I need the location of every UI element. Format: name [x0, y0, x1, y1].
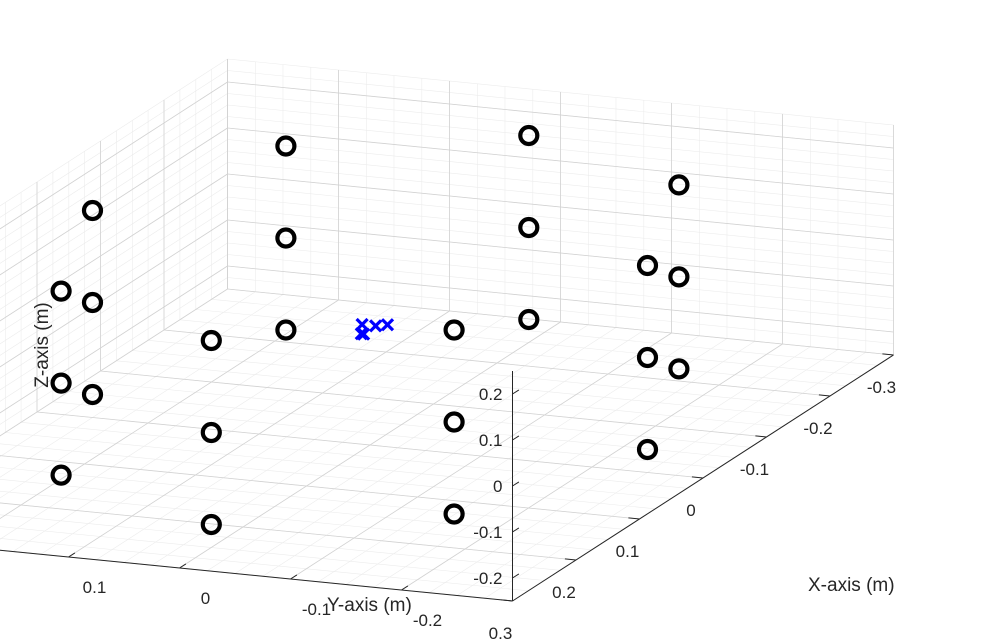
wall-major-gridline: [0, 81, 228, 230]
wall-major-gridline: [227, 81, 894, 149]
x-tick-label: 0: [201, 589, 210, 608]
wall-major-gridline: [227, 127, 894, 195]
y-tick-mark: [818, 394, 831, 397]
scatter-point-circle: [81, 291, 104, 314]
y-tick-mark: [501, 599, 513, 602]
cross-stroke: [354, 327, 368, 341]
x-tick-mark: [290, 574, 298, 580]
x-tick-mark: [179, 563, 187, 569]
scatter-point-circle: [200, 513, 222, 536]
z-axis-label: Z-axis (m): [32, 302, 53, 387]
z-tick-label: -0.2: [473, 569, 502, 588]
x-tick-mark: [68, 552, 76, 558]
marker-layer: [50, 124, 690, 536]
y-tick-label: 0.1: [616, 542, 640, 561]
scatter-point-circle: [668, 266, 690, 288]
wall-minor-gridline: [0, 81, 228, 230]
wall-minor-gridline: [0, 58, 228, 207]
scatter-point-circle: [275, 227, 297, 249]
y-tick-label: -0.1: [740, 460, 769, 479]
x-tick-label: 0.1: [83, 578, 107, 597]
scatter-point-circle: [50, 280, 72, 302]
scatter-point-circle: [636, 346, 659, 369]
scatter-point-circle: [518, 124, 540, 147]
wall-major-gridline: [227, 173, 894, 241]
scatter-point-circle: [275, 135, 297, 157]
wall-major-gridline: [227, 265, 894, 333]
y-tick-mark: [755, 435, 767, 438]
scatter-point-circle: [200, 421, 222, 444]
z-tick-mark: [512, 573, 520, 579]
wall-major-gridline: [0, 265, 228, 414]
scatter-point-cross: [380, 318, 395, 332]
wall-major-gridline: [0, 127, 228, 276]
y-tick-label: 0.2: [552, 583, 576, 602]
scatter-point-circle: [668, 358, 690, 380]
y-tick-label: -0.2: [803, 419, 832, 438]
x-tick-label: -0.1: [302, 600, 331, 619]
y-tick-label: -0.3: [867, 378, 896, 397]
scatter-point-circle: [81, 199, 104, 222]
scatter-point-circle: [443, 319, 465, 341]
scatter-point-circle: [518, 308, 540, 331]
cross-stroke: [368, 319, 383, 333]
scatter-point-circle: [443, 503, 465, 525]
scatter-point-cross: [368, 319, 383, 333]
scatter-point-circle: [636, 254, 659, 277]
z-tick-mark: [512, 435, 520, 441]
wall-minor-gridline: [0, 70, 228, 218]
y-tick-label: 0: [686, 501, 695, 520]
scatter-point-circle: [50, 464, 72, 486]
z-tick-mark: [512, 527, 520, 533]
z-tick-mark: [512, 389, 520, 395]
y-tick-label: 0.3: [489, 624, 513, 641]
x-axis-label: X-axis (m): [808, 575, 895, 596]
axis-layer: [0, 353, 894, 602]
floor-major-gridline: [0, 502, 577, 561]
scatter-point-circle: [200, 329, 222, 352]
wall-major-gridline: [0, 219, 228, 368]
floor-major-gridline: [36, 411, 704, 479]
wall-major-gridline: [0, 173, 228, 322]
cross-stroke: [380, 318, 395, 332]
x-tick-mark: [401, 585, 409, 591]
z-tick-mark: [512, 481, 520, 487]
scatter-point-circle: [636, 438, 659, 461]
x-tick-label: -0.2: [413, 611, 442, 630]
z-tick-label: -0.1: [473, 523, 502, 542]
floor-major-gridline: [68, 310, 450, 558]
cross-stroke: [355, 317, 369, 332]
label-layer: -0.2 -0.1 0 0.1 0.2 -0.3 -0.2 -0.1 0 0.1 0.2 0.3 -0.…: [83, 378, 896, 641]
scatter-point-circle: [668, 174, 690, 196]
y-tick-mark: [691, 476, 704, 479]
scatter-point-circle: [50, 372, 72, 394]
y-tick-mark: [882, 353, 894, 356]
z-tick-label: 0.2: [479, 385, 503, 404]
scatter-point-circle: [443, 411, 465, 433]
scatter-point-circle: [518, 216, 540, 239]
scatter-point-cross: [354, 327, 368, 341]
scatter-point-circle: [81, 383, 104, 406]
wall-major-gridline: [227, 219, 894, 287]
floor-major-gridline: [0, 288, 228, 437]
scatter-point-circle: [275, 319, 297, 341]
y-tick-mark: [628, 517, 640, 520]
y-tick-mark: [564, 558, 577, 561]
y-axis-label: Y-axis (m): [327, 595, 412, 616]
z-tick-label: 0.1: [479, 431, 503, 450]
z-tick-label: 0: [493, 477, 502, 496]
